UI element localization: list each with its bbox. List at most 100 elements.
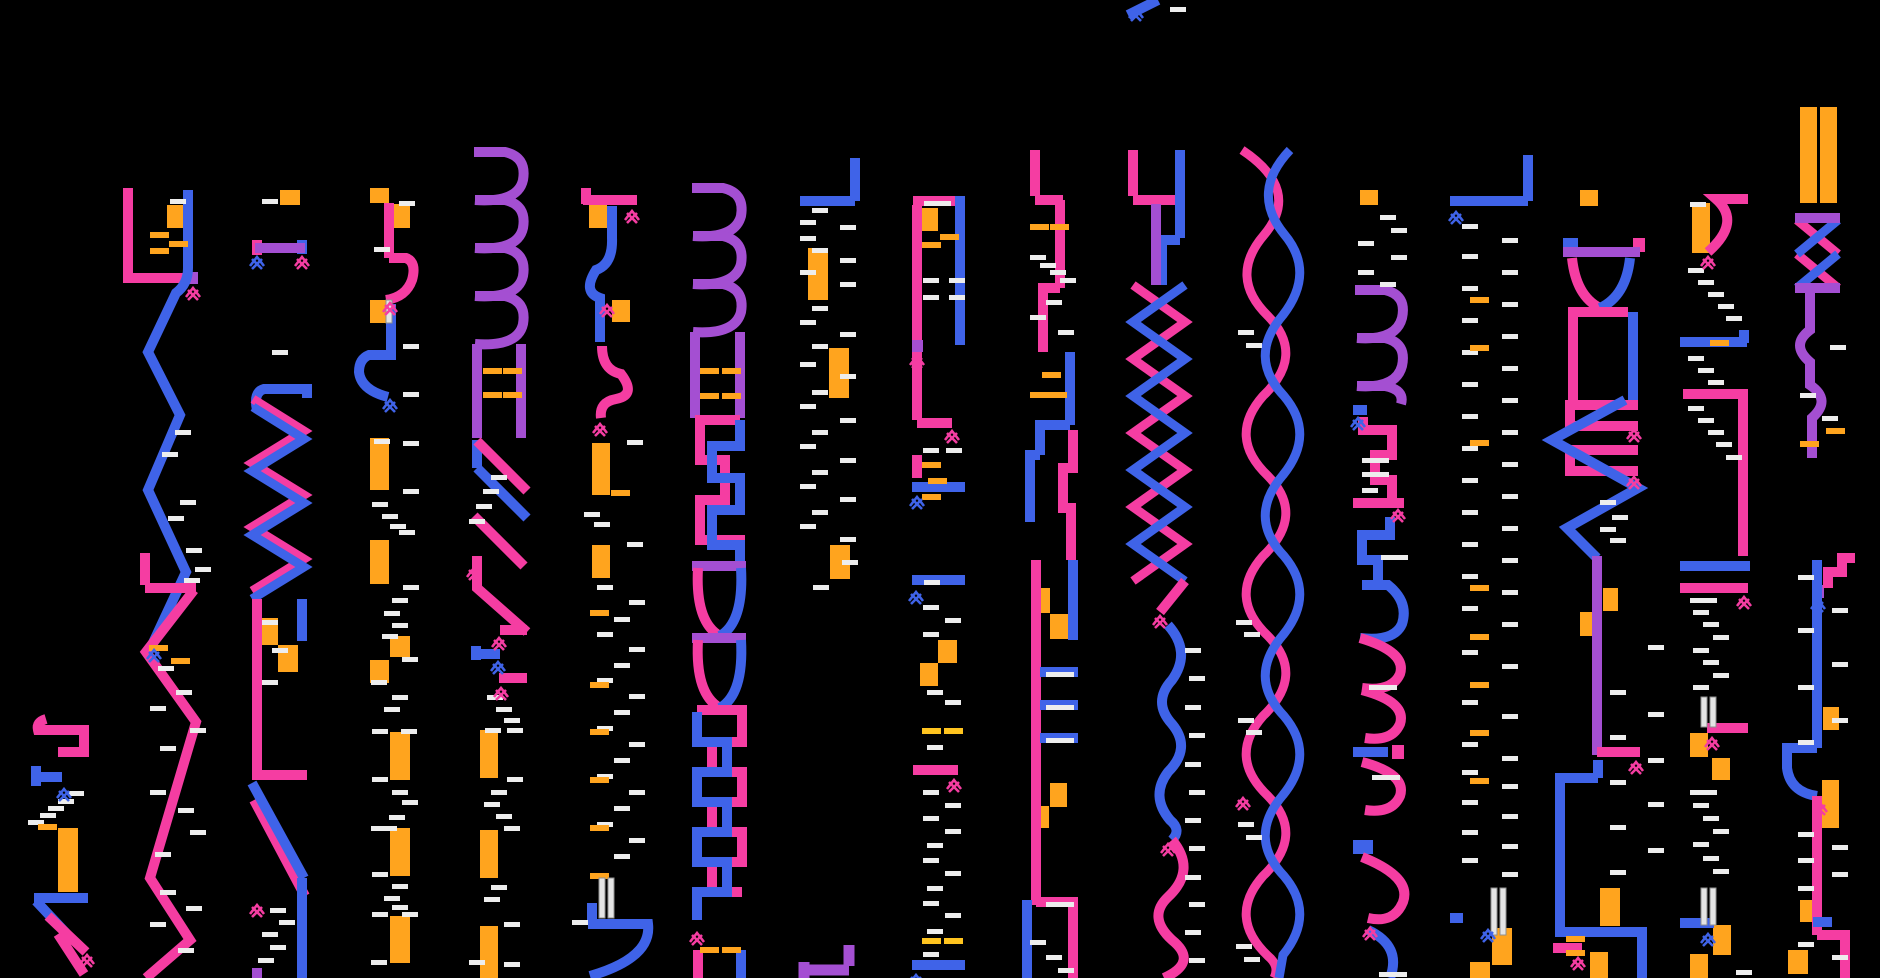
note-block xyxy=(592,443,610,495)
white-tick-dash xyxy=(1058,738,1074,743)
voice-line-pink xyxy=(123,188,190,283)
white-tick-dash xyxy=(150,706,166,711)
white-tick-dash xyxy=(1502,714,1518,719)
white-tick-dash xyxy=(1462,318,1478,323)
orange-tick-dash xyxy=(590,682,609,688)
voice-line-blue xyxy=(1025,352,1075,522)
white-tick-dash xyxy=(840,225,856,230)
white-tick-dash xyxy=(170,199,186,204)
white-tick-dash xyxy=(1046,902,1062,907)
column-11 xyxy=(1125,0,1205,978)
accent-caret-x-mark xyxy=(490,635,508,651)
voice-line-blue xyxy=(1555,760,1647,978)
white-tick-dash xyxy=(1701,790,1717,795)
white-tick-dash xyxy=(946,448,962,453)
white-tick-dash xyxy=(1372,775,1388,780)
voice-line-blue xyxy=(1794,216,1841,292)
accent-caret-x-mark xyxy=(1699,931,1717,947)
white-tick-dash xyxy=(1392,555,1408,560)
white-tick-dash xyxy=(1502,366,1518,371)
white-tick-dash xyxy=(614,806,630,811)
voice-line-purple xyxy=(474,243,529,302)
white-tick-dash xyxy=(1502,590,1518,595)
orange-tick-dash xyxy=(150,232,169,238)
white-tick-dash xyxy=(403,344,419,349)
accent-caret-x-mark xyxy=(1625,427,1643,443)
white-tick-dash xyxy=(1648,802,1664,807)
white-tick-dash xyxy=(924,201,940,206)
white-tick-dash xyxy=(1462,478,1478,483)
white-tick-dash xyxy=(1693,610,1709,615)
voice-line-pink xyxy=(243,395,313,595)
orange-tick-dash xyxy=(1470,682,1489,688)
voice-line-pink xyxy=(1128,150,1178,205)
white-tick-dash xyxy=(800,362,816,367)
column-12 xyxy=(1234,146,1305,978)
white-tick-dash xyxy=(382,514,398,519)
white-tick-dash xyxy=(840,332,856,337)
white-tick-dash xyxy=(923,278,939,283)
white-tick-dash xyxy=(1703,816,1719,821)
double-barline xyxy=(598,877,606,919)
white-tick-dash xyxy=(1236,944,1252,949)
white-tick-dash xyxy=(504,962,520,967)
column-02 xyxy=(123,188,211,978)
white-tick-dash xyxy=(390,524,406,529)
white-tick-dash xyxy=(372,777,388,782)
orange-tick-dash xyxy=(1470,585,1489,591)
orange-tick-dash xyxy=(722,368,741,374)
voice-line-purple xyxy=(692,279,747,338)
orange-tick-dash xyxy=(1470,730,1489,736)
note-block xyxy=(1492,928,1512,965)
white-tick-dash xyxy=(1362,472,1378,477)
note-block xyxy=(1600,888,1620,926)
white-tick-dash xyxy=(927,690,943,695)
white-tick-dash xyxy=(840,258,856,263)
white-tick-dash xyxy=(1798,628,1814,633)
white-tick-dash xyxy=(1798,886,1814,891)
column-01 xyxy=(28,714,96,977)
white-tick-dash xyxy=(813,585,829,590)
accent-caret-x-mark xyxy=(145,647,163,663)
column-16 xyxy=(1680,194,1753,978)
voice-line-pink xyxy=(1058,430,1078,560)
white-tick-dash xyxy=(392,623,408,628)
white-tick-dash xyxy=(469,960,485,965)
orange-tick-dash xyxy=(700,947,719,953)
white-tick-dash xyxy=(1713,869,1729,874)
white-tick-dash xyxy=(403,585,419,590)
white-tick-dash xyxy=(262,620,278,625)
accent-caret-x-mark xyxy=(1159,841,1177,857)
accent-caret-x-mark xyxy=(908,353,926,369)
accent-caret-x-mark xyxy=(1811,800,1829,816)
voice-line-pink xyxy=(1683,389,1748,556)
orange-tick-dash xyxy=(590,610,609,616)
white-tick-dash xyxy=(1189,676,1205,681)
white-tick-dash xyxy=(372,912,388,917)
white-tick-dash xyxy=(1185,818,1201,823)
white-tick-dash xyxy=(262,680,278,685)
white-tick-dash xyxy=(491,790,507,795)
white-tick-dash xyxy=(1698,418,1714,423)
voice-line-purple xyxy=(1795,288,1827,458)
voice-line-pink xyxy=(1360,757,1406,816)
white-tick-dash xyxy=(927,886,943,891)
voice-line-blue xyxy=(1450,155,1533,206)
white-tick-dash xyxy=(469,519,485,524)
orange-tick-dash xyxy=(169,241,188,247)
accent-caret-x-mark xyxy=(1349,415,1367,431)
column-06 xyxy=(572,188,654,978)
voice-line-pink xyxy=(470,437,531,570)
white-tick-dash xyxy=(1502,462,1518,467)
voice-line-purple xyxy=(1356,333,1408,392)
note-block xyxy=(829,348,849,398)
voice-line-pink xyxy=(595,345,633,419)
voice-line-blue xyxy=(707,420,745,562)
yellow-tick-dash xyxy=(944,728,963,734)
orange-tick-dash xyxy=(722,947,741,953)
white-tick-dash xyxy=(1379,972,1395,977)
white-tick-dash xyxy=(1185,648,1201,653)
white-tick-dash xyxy=(1502,430,1518,435)
white-tick-dash xyxy=(1384,775,1400,780)
